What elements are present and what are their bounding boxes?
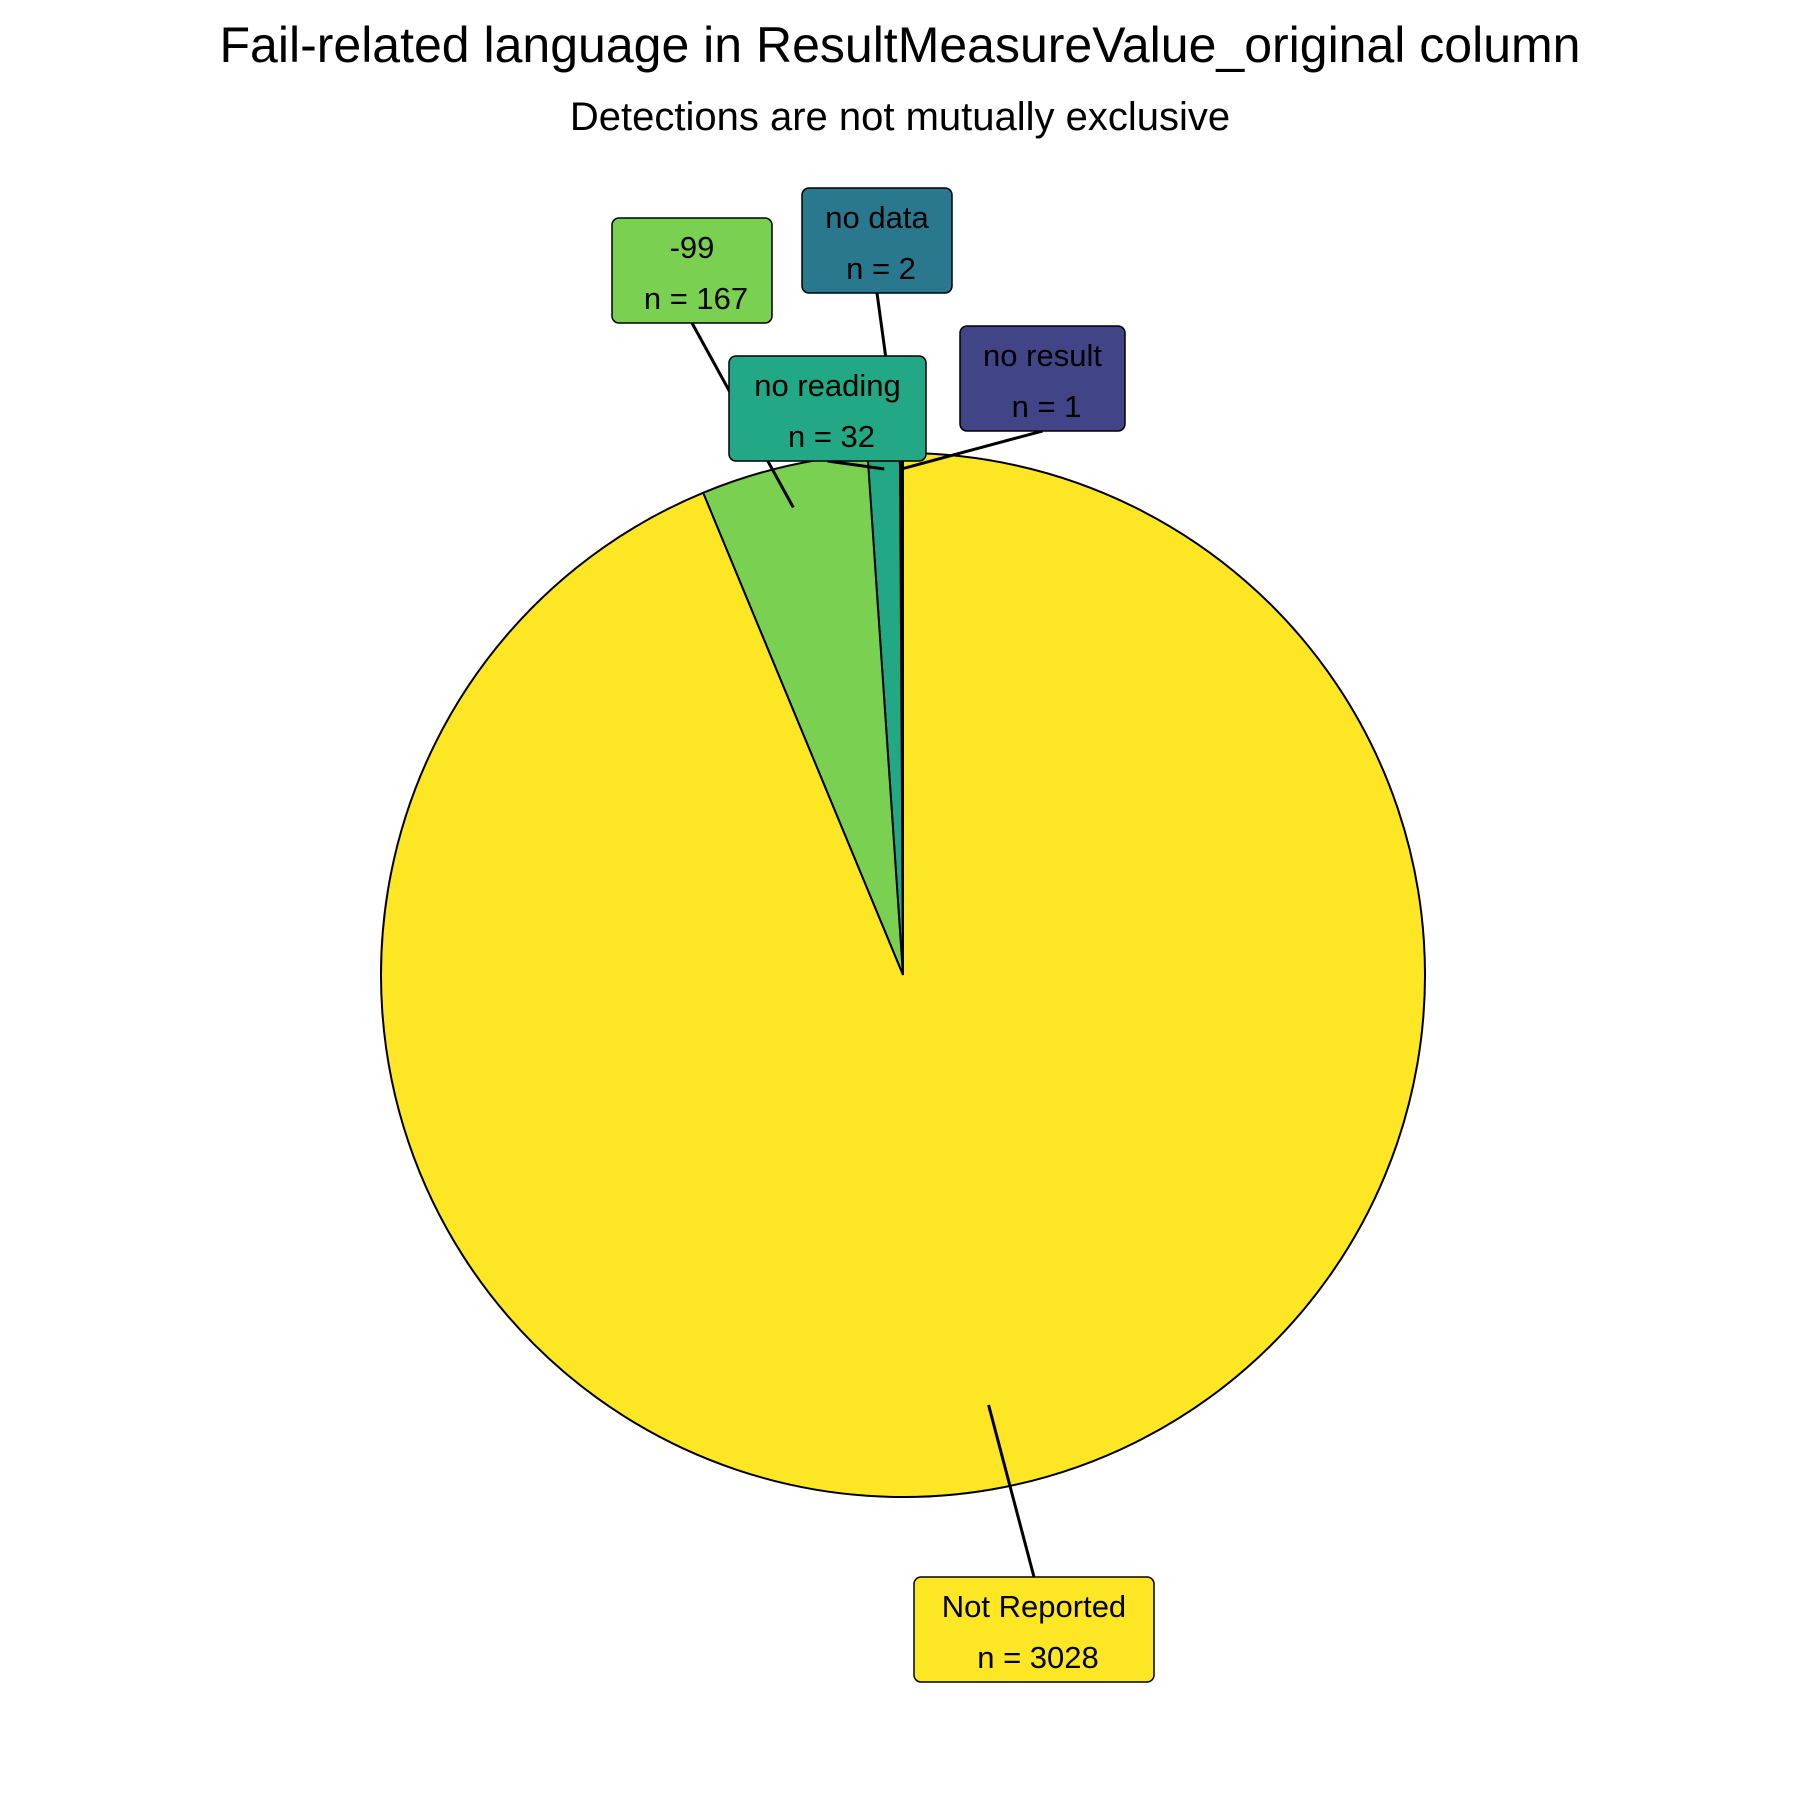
slice-label-name: no result bbox=[983, 338, 1102, 373]
slice-label-box bbox=[611, 217, 773, 324]
slice-label-count: n = 32 bbox=[788, 419, 875, 454]
slice-label-box bbox=[959, 325, 1126, 432]
slice-label-name: no data bbox=[825, 200, 929, 235]
slice-label-count: n = 1 bbox=[1012, 389, 1082, 424]
slice-label-box bbox=[913, 1576, 1155, 1683]
slice-label: Not Reported n = 3028 bbox=[913, 1576, 1155, 1683]
slice-label: no data n = 2 bbox=[801, 187, 953, 294]
pie-slices bbox=[380, 451, 1426, 1498]
leader-line bbox=[987, 1404, 1036, 1578]
slice-labels: no result n = 1 no data n = 2 no reading n = … bbox=[611, 187, 1155, 1683]
chart-subtitle: Detections are not mutually exclusive bbox=[570, 95, 1230, 139]
slice-label-name: -99 bbox=[670, 230, 715, 265]
slice-label: -99 n = 167 bbox=[611, 217, 773, 324]
pie-slice-not-reported bbox=[380, 451, 1426, 1498]
slice-label: no reading n = 32 bbox=[728, 355, 927, 462]
slice-label-name: no reading bbox=[754, 368, 901, 403]
slice-label-count: n = 167 bbox=[644, 281, 748, 316]
slice-label-name: Not Reported bbox=[942, 1589, 1126, 1624]
slice-label-count: n = 2 bbox=[846, 251, 916, 286]
chart-title: Fail-related language in ResultMeasureVa… bbox=[220, 17, 1581, 73]
leader-line bbox=[902, 429, 1043, 471]
slice-label-box bbox=[801, 187, 953, 294]
leader-line bbox=[827, 459, 885, 471]
slice-label-box bbox=[728, 355, 927, 462]
slice-label: no result n = 1 bbox=[959, 325, 1126, 432]
slice-label-count: n = 3028 bbox=[977, 1640, 1099, 1675]
